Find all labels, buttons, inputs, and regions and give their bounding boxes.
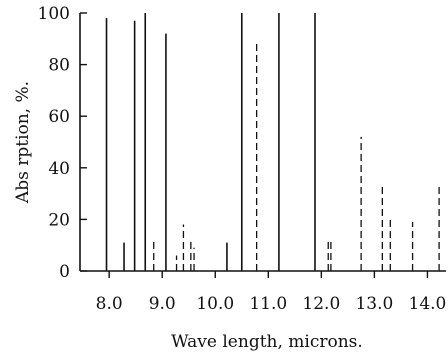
x-tick-label: 9.0 [149,294,176,314]
y-axis-label: Abs rption, %. [13,81,33,204]
y-tick-label: 100 [38,4,70,24]
x-tick-label: 13.0 [355,294,393,314]
y-tick-label: 80 [48,56,70,76]
x-tick-label: 14.0 [409,294,447,314]
x-tick-label: 12.0 [302,294,340,314]
absorption-lines [105,13,440,271]
x-tick-label: 8.0 [96,294,123,314]
x-ticks: 8.0 9.0 10.0 11.0 12.0 13.0 14.0 [96,271,447,314]
x-axis-label: Wave length, microns. [171,332,363,352]
x-tick-label: 10.0 [196,294,234,314]
y-tick-label: 0 [59,262,70,282]
y-tick-label: 20 [48,210,70,230]
y-ticks: 0 20 40 60 80 100 [38,4,87,282]
y-tick-label: 60 [48,107,70,127]
plot-area: 0 20 40 60 80 100 8.0 9.0 10.0 11.0 12.0 13.0 14.0 [38,4,447,314]
y-tick-label: 40 [48,159,70,179]
x-tick-label: 11.0 [249,294,287,314]
